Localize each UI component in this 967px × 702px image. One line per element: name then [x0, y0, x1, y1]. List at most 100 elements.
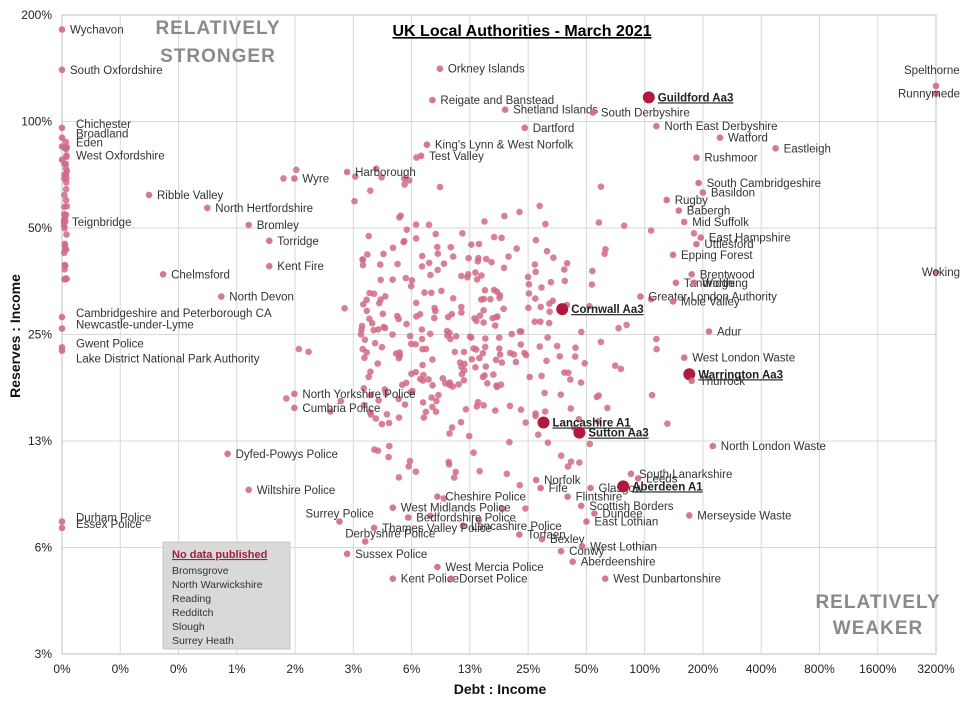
data-point	[513, 245, 520, 252]
data-point	[647, 295, 655, 303]
data-point	[419, 361, 426, 369]
point-label: Chichester	[76, 119, 131, 131]
data-point	[341, 305, 348, 312]
labeled-point	[343, 168, 351, 176]
no-data-title: No data published	[172, 549, 267, 561]
data-point	[381, 386, 389, 393]
data-point	[595, 219, 603, 226]
data-point	[464, 271, 472, 278]
labeled-point	[587, 484, 594, 492]
point-label: West Midlands Police	[401, 503, 511, 515]
data-point	[572, 344, 579, 352]
data-point	[460, 377, 468, 384]
data-point	[445, 461, 453, 468]
labeled-point	[932, 90, 940, 97]
data-point	[373, 165, 380, 172]
data-point	[495, 334, 503, 341]
data-point	[409, 387, 416, 395]
data-point	[503, 470, 511, 478]
data-point	[524, 273, 532, 281]
data-point	[491, 322, 499, 329]
point-label: Wychavon	[70, 25, 124, 37]
data-point	[474, 258, 482, 265]
data-point	[363, 296, 370, 304]
data-point	[398, 381, 406, 389]
point-label: Reigate and Banstead	[440, 95, 554, 107]
point-label: North East Derbyshire	[664, 121, 777, 133]
data-point	[500, 264, 508, 272]
labeled-point	[58, 325, 66, 332]
data-point	[407, 340, 415, 348]
data-point	[542, 220, 549, 228]
data-point	[389, 331, 396, 338]
point-label: Harborough	[355, 167, 416, 179]
labeled-point	[932, 268, 940, 276]
point-label: East Hampshire	[709, 233, 791, 245]
data-point	[473, 403, 481, 410]
point-label: West Lothian	[590, 541, 657, 553]
data-point	[457, 418, 465, 426]
labeled-point	[569, 558, 576, 565]
labeled-point	[459, 522, 467, 530]
data-point	[376, 261, 384, 268]
data-point	[283, 395, 290, 402]
data-point	[327, 408, 334, 415]
data-point	[438, 287, 445, 295]
labeled-point	[245, 221, 252, 229]
labeled-point	[601, 575, 609, 582]
data-point	[473, 317, 480, 325]
point-label: North London Waste	[721, 441, 826, 453]
labeled-point	[58, 66, 66, 74]
data-point	[482, 363, 490, 370]
x-tick-label: 6%	[403, 662, 421, 676]
data-point	[367, 368, 374, 376]
point-label: Bexley	[550, 534, 585, 546]
data-point	[62, 246, 70, 253]
point-label: Essex Police	[76, 519, 142, 531]
data-point	[522, 419, 529, 426]
labeled-point	[370, 524, 378, 532]
data-point	[577, 379, 585, 386]
labeled-point	[404, 514, 412, 521]
data-point	[446, 430, 453, 437]
data-point	[586, 302, 593, 310]
x-tick-label: 800%	[804, 662, 835, 676]
point-label: Cheshire Police	[445, 492, 526, 504]
data-point	[458, 363, 465, 371]
point-label: Kent Fire	[277, 261, 324, 273]
data-point	[478, 296, 485, 303]
y-axis-title: Reserves : Income	[7, 274, 23, 398]
data-point	[447, 243, 455, 251]
data-point	[61, 191, 68, 199]
data-point	[446, 329, 453, 337]
data-point	[366, 315, 373, 323]
data-point	[460, 348, 468, 356]
point-label: North Yorkshire Police	[302, 389, 415, 401]
data-point	[611, 362, 619, 370]
data-point	[506, 402, 514, 410]
data-point	[367, 187, 374, 194]
data-point	[617, 365, 625, 373]
y-tick-label: 200%	[21, 8, 52, 22]
data-point	[480, 402, 487, 409]
data-point	[493, 288, 501, 296]
labeled-point	[634, 475, 642, 482]
data-point	[403, 320, 410, 328]
x-tick-label: 3200%	[917, 662, 955, 676]
labeled-point	[772, 145, 779, 152]
data-point	[395, 414, 403, 421]
data-point	[595, 392, 602, 399]
x-tick-label: 50%	[574, 662, 598, 676]
point-label: Mole Valley	[681, 296, 740, 308]
data-point	[293, 166, 300, 174]
data-point	[496, 351, 504, 358]
data-point	[413, 313, 420, 320]
labeled-point	[690, 279, 698, 287]
point-label: Uttlesford	[704, 239, 753, 251]
data-point	[452, 468, 460, 476]
labeled-point	[423, 141, 431, 148]
data-point	[541, 408, 549, 415]
data-point	[492, 356, 500, 364]
x-tick-label: 1%	[228, 662, 246, 676]
data-point	[383, 411, 391, 418]
